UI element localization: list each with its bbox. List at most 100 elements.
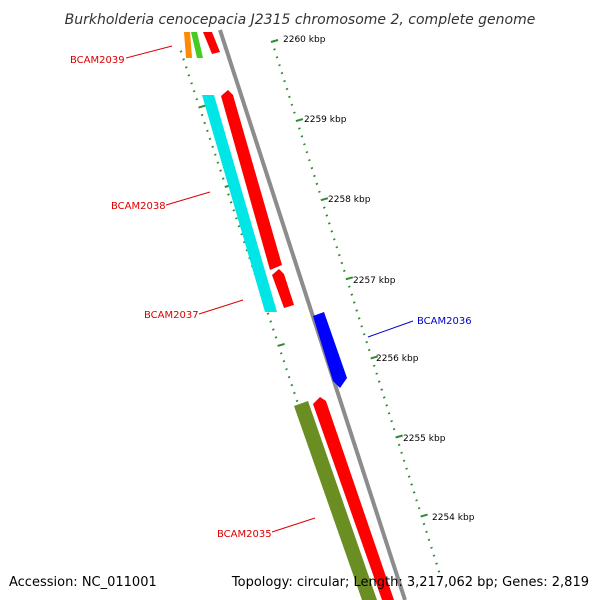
minor-tick [425,530,428,534]
leader-line [198,299,244,315]
minor-tick [362,332,366,336]
minor-tick [232,209,236,212]
lime-feature[interactable] [191,32,203,58]
minor-tick [397,443,401,447]
minor-tick [392,427,396,431]
leader-line [367,320,414,338]
minor-tick [288,95,291,99]
accession-label: Accession: NC_011001 [9,575,157,590]
gene-label[interactable]: BCAM2038 [111,201,166,212]
minor-tick [190,82,193,85]
minor-tick [227,193,230,196]
map-title: Burkholderia cenocepacia J2315 chromosom… [65,12,536,28]
minor-tick [285,367,288,371]
minor-tick [235,217,238,220]
minor-tick [337,253,341,257]
scale-label: 2257 kbp [353,276,396,286]
minor-tick [283,79,286,83]
minor-tick [282,359,286,363]
minor-tick [385,404,389,407]
orange-feature[interactable] [184,32,192,58]
minor-tick [402,459,406,463]
minor-tick [208,137,212,141]
minor-tick [290,383,294,387]
minor-tick [390,419,393,423]
gene-label[interactable]: BCAM2035 [217,529,272,540]
minor-tick [219,169,222,172]
minor-tick [365,340,369,344]
minor-tick [327,222,331,225]
major-tick [198,104,206,109]
minor-tick [213,153,217,156]
minor-tick [412,491,416,494]
minor-tick [400,451,403,455]
gene-label-leaders [125,45,414,533]
major-tick [395,434,403,439]
minor-tick [352,301,356,304]
minor-tick [192,89,196,93]
leader-line [271,517,316,533]
minor-tick [303,143,306,146]
minor-tick [380,388,384,391]
bcam2037-cds[interactable] [272,269,294,308]
minor-tick [237,224,241,228]
minor-tick [308,158,311,162]
gene-label[interactable]: BCAM2036 [417,316,472,327]
minor-tick [293,391,296,395]
outer-tick-track [270,39,441,573]
minor-tick [375,372,379,375]
minor-tick [271,328,275,331]
minor-tick [427,538,431,542]
minor-tick [184,66,188,69]
minor-tick [347,285,351,288]
bcam2038-forward-cds[interactable] [221,90,282,270]
backbone-line [218,29,407,600]
minor-tick [305,150,309,154]
minor-tick [300,135,304,138]
minor-tick [293,111,296,114]
minor-tick [357,317,361,320]
leader-line [125,45,173,59]
bcam2038-reverse-cds[interactable] [202,95,277,312]
minor-tick [430,546,433,550]
major-tick [270,39,279,43]
minor-tick [330,230,334,233]
minor-tick [279,352,283,355]
minor-tick [221,177,225,180]
minor-tick [179,50,183,53]
minor-tick [195,97,199,101]
minor-tick [200,113,204,117]
minor-tick [211,145,215,149]
scale-label: 2254 kbp [432,513,475,523]
major-tick [370,355,378,360]
minor-tick [313,174,316,178]
minor-tick [360,325,364,328]
minor-tick [285,87,289,91]
scale-label: 2255 kbp [403,434,446,444]
bcam2035-cds[interactable] [313,397,394,600]
minor-tick [432,554,436,557]
minor-tick [310,166,314,170]
bcam2036-cds[interactable] [313,312,347,388]
minor-tick [437,570,441,573]
minor-tick [407,475,411,478]
gene-label[interactable]: BCAM2039 [70,55,125,66]
minor-tick [410,483,413,486]
minor-tick [315,182,319,186]
scale-labels: 2260 kbp 2259 kbp 2258 kbp 2257 kbp 2256… [283,35,475,523]
bcam2039-cds[interactable] [203,32,220,54]
minor-tick [187,74,191,77]
scale-label: 2256 kbp [376,354,419,364]
gene-features [184,32,394,600]
olive-feature[interactable] [294,401,377,600]
minor-tick [266,312,270,315]
minor-tick [280,71,284,75]
minor-tick [322,206,326,209]
major-tick [345,276,354,281]
minor-tick [298,127,301,130]
major-tick [320,197,329,202]
minor-tick [350,293,354,296]
gene-label[interactable]: BCAM2037 [144,310,199,321]
topology-label: Topology: circular; Length: 3,217,062 bp… [231,575,589,590]
